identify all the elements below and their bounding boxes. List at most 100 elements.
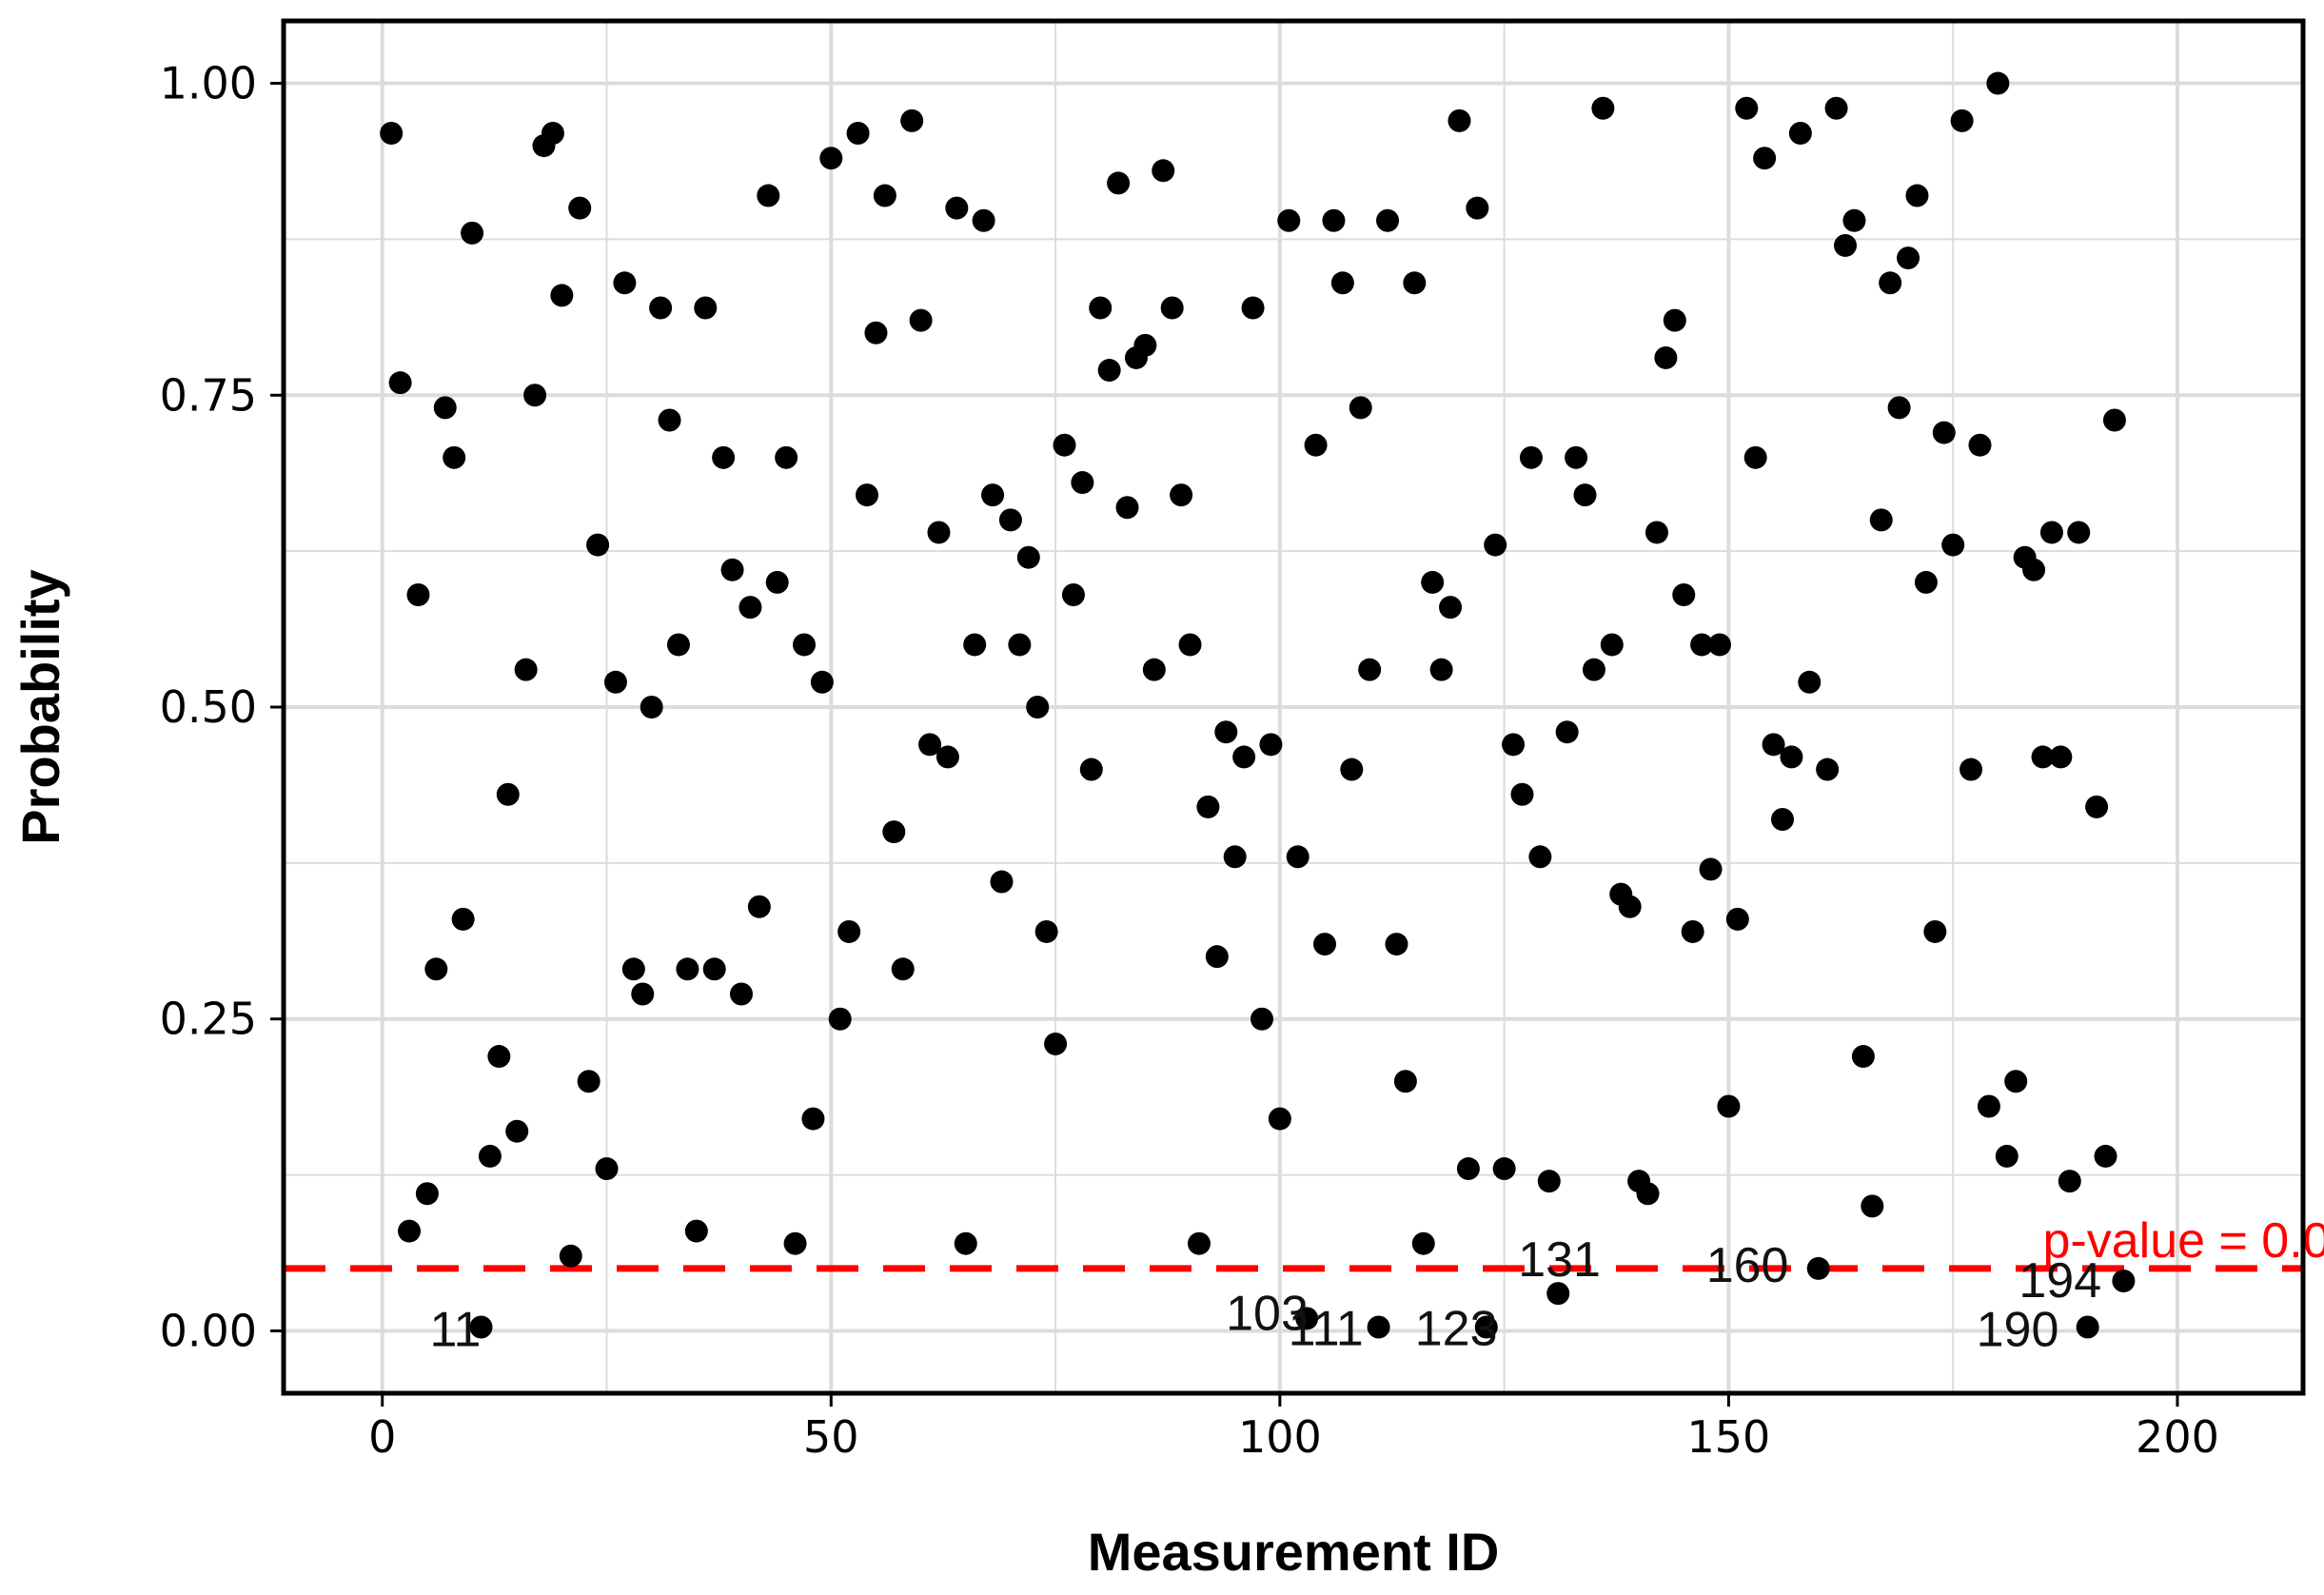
data-point [837,919,861,943]
threshold-layer: p-value = 0.05 [284,1213,2324,1272]
data-point [972,208,995,232]
data-point [1196,795,1220,818]
data-point [1349,396,1372,420]
point-annotation: 123 [1415,1302,1498,1357]
data-point [2094,1144,2117,1168]
data-point [882,820,906,844]
data-point [380,121,404,145]
data-point [1107,171,1131,195]
data-point [1887,396,1911,420]
data-point [1492,1157,1516,1181]
data-point [1304,433,1328,457]
data-point [1170,483,1193,507]
data-point [433,396,457,420]
data-point [1977,1094,2000,1118]
data-point [1914,570,1938,594]
data-point [702,957,726,981]
data-point [1322,208,1346,232]
data-point [1824,96,1848,120]
data-point [1986,71,2010,95]
y-tick-label: 1.00 [160,58,257,109]
y-tick-label: 0.00 [160,1305,257,1356]
data-point [1044,1032,1068,1055]
point-annotation: 11 [429,1303,481,1358]
data-point [1869,508,1893,532]
data-point [1429,658,1453,681]
data-point [1205,945,1229,969]
data-point [2076,1315,2099,1339]
data-point [1466,196,1489,220]
data-point [684,1219,708,1243]
data-point [1663,308,1686,332]
data-point [927,521,951,544]
x-tick-label: 200 [2136,1411,2219,1463]
data-point [1268,1107,1291,1131]
data-point [1340,758,1364,781]
x-tick-label: 50 [803,1411,859,1463]
data-point [1770,807,1794,831]
data-point [514,658,538,681]
data-point [541,121,564,145]
data-point [2004,1070,2028,1093]
data-point [1672,583,1696,607]
data-point [613,271,637,295]
data-point [1555,720,1579,744]
data-point [1923,919,1947,943]
data-point [1995,1144,2019,1168]
data-point [568,196,592,220]
data-point [819,147,843,170]
data-point [1241,296,1265,320]
data-point [559,1244,582,1268]
data-point [1806,1256,1830,1280]
data-point [451,907,475,931]
data-point [1223,845,1247,869]
data-point [1582,658,1605,681]
data-point [1456,1157,1480,1181]
data-point [1735,96,1759,120]
data-point [1645,521,1668,544]
data-point [1897,246,1920,270]
data-point [1717,1094,1741,1118]
data-point [1743,445,1767,469]
data-point [1214,720,1238,744]
data-point [1834,233,1858,257]
data-point [873,184,896,207]
data-point [1950,108,1974,132]
data-point [424,957,448,981]
data-point [1061,583,1085,607]
data-point [1519,445,1543,469]
data-point [2085,795,2109,818]
data-point [2039,521,2063,544]
data-point [1026,696,1050,719]
data-point [1699,857,1723,881]
data-point [1960,758,1983,781]
major-gridlines [284,21,2303,1393]
data-point [1905,184,1929,207]
y-tick-label: 0.25 [160,994,257,1045]
data-point [2022,558,2046,581]
data-point [2031,745,2055,769]
data-point [1941,533,1965,557]
data-point [1842,208,1866,232]
x-axis-title: Measurement ID [1088,1522,1500,1582]
data-point [550,284,574,307]
data-point [1160,296,1184,320]
data-point [621,957,645,981]
point-annotation: 190 [1977,1303,2059,1358]
data-point [801,1107,825,1131]
data-point [487,1045,511,1069]
data-point [595,1157,619,1181]
data-point [945,196,969,220]
data-point [1510,782,1534,806]
data-point [1178,633,1202,657]
data-point [1313,933,1337,956]
data-point [1421,570,1445,594]
data-point [1816,758,1840,781]
data-point [1115,496,1139,520]
data-point [586,533,610,557]
data-point [1385,933,1408,956]
data-point [1780,745,1803,769]
data-point [2112,1270,2136,1293]
data-point [810,670,834,694]
